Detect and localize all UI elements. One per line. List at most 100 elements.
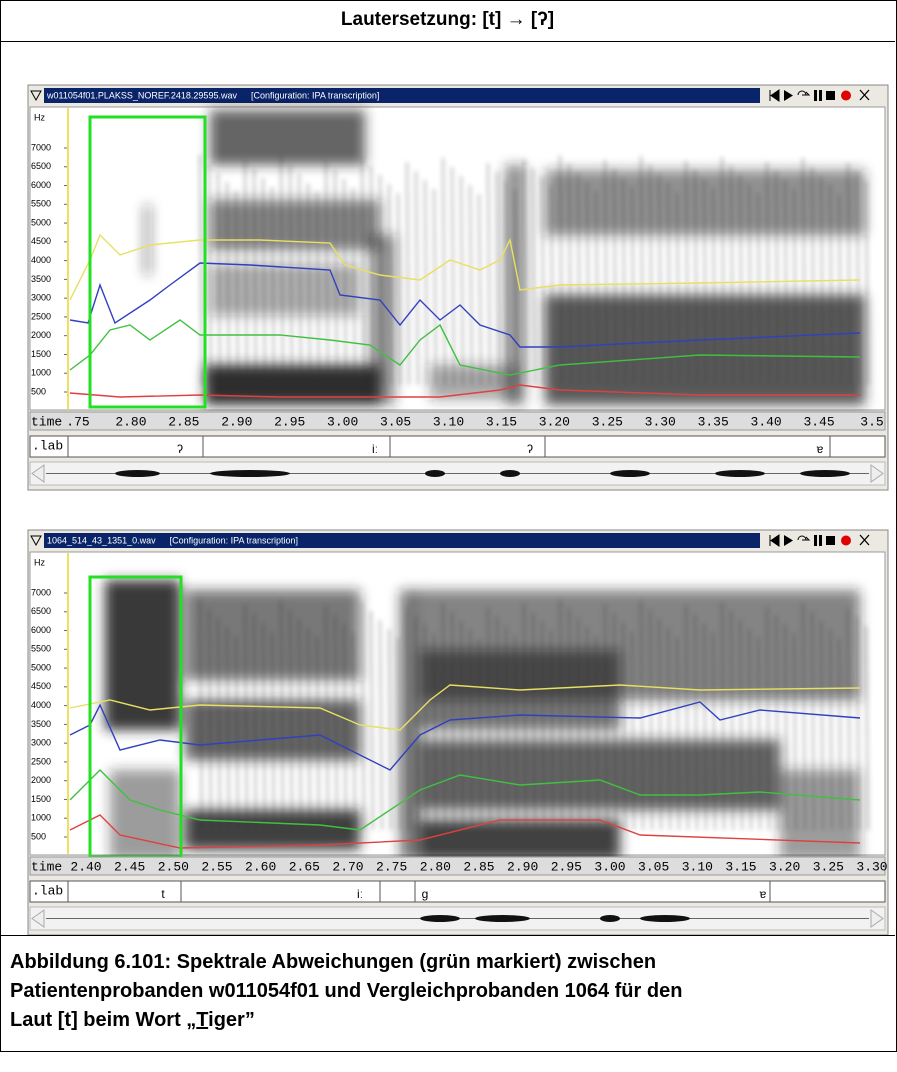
time-tick: 2.95 [274,414,305,429]
striation [721,156,725,386]
time-label: time [31,414,62,429]
striation [658,173,662,386]
time-tick: 2.90 [221,414,252,429]
configuration: [Configuration: IPA transcription] [251,90,379,100]
segment-label: iː [357,887,363,901]
striation [478,638,482,831]
striation [208,608,212,831]
striation [649,164,653,386]
y-label: 6500 [31,606,51,616]
control-rewind [769,89,780,102]
striation [316,191,320,386]
spectrogram-window: 1064_514_43_1351_0.wav [Configuration: IP… [27,529,889,936]
striation [748,183,752,386]
segment-label: ɐ [817,442,824,456]
y-label: 5500 [31,199,51,209]
configuration: [Configuration: IPA transcription] [170,535,298,545]
time-label: time [31,859,62,874]
collapse-icon [30,90,42,102]
striation [847,162,851,386]
striation [865,625,869,831]
striation [541,621,545,831]
striation [388,628,392,831]
axis-column [31,553,68,854]
striation [343,623,347,831]
striation [784,179,788,386]
time-tick: 3.00 [327,414,358,429]
striation [415,615,419,831]
striation [676,636,680,831]
y-label: 4000 [31,255,51,265]
formant-track [69,684,861,731]
time-axis [29,856,886,876]
striation [406,606,410,831]
striation [802,602,806,831]
striation [325,605,329,831]
striation [604,159,608,386]
striation [514,634,518,831]
waveform-burst [610,470,650,477]
striation [316,636,320,831]
waveform-burst [500,470,520,477]
striation [415,170,419,386]
tier-label: .lab [32,438,63,453]
caption-line: Laut [t] beim Wort „Tiger” [10,1006,682,1035]
y-label: 5000 [31,662,51,672]
striation [622,622,626,831]
caption-underlined: T [196,1009,209,1031]
striation [757,192,761,386]
caption: Abbildung 6.101: Spektrale Abweichungen … [10,948,682,1035]
striation [262,622,266,831]
time-tick: 2.80 [420,859,451,874]
striation [667,627,671,831]
y-label: 2500 [31,311,51,321]
y-label: 1000 [31,368,51,378]
striation [496,616,500,831]
striation [433,188,437,386]
striation [280,155,284,386]
spectral-energy [420,740,780,810]
time-tick: 3.40 [751,414,782,429]
striation [676,191,680,386]
striation [505,180,509,386]
time-tick: 3.30 [856,859,887,874]
striation [703,623,707,831]
striation [721,601,725,831]
caption-line: Abbildung 6.101: Spektrale Abweichungen … [10,951,657,973]
time-tick: .75 [66,414,89,429]
striation [226,626,230,831]
striation [856,171,860,386]
striation [325,160,329,386]
y-label: 3000 [31,738,51,748]
striation [838,193,842,386]
striation [739,619,743,831]
separator [0,935,895,936]
time-tick: 2.85 [168,414,199,429]
time-tick: 3.00 [594,859,625,874]
waveform-burst [420,915,460,922]
striation [685,605,689,831]
time-tick: 2.65 [289,859,320,874]
control-play [784,90,793,101]
striation [523,603,527,831]
striation [451,166,455,386]
striation [640,155,644,386]
spectral-energy [110,770,180,860]
highlight-box [88,115,207,409]
time-tick: 3.10 [682,859,713,874]
spectral-energy [420,820,620,860]
time-tick: 3.25 [592,414,623,429]
striation [505,625,509,831]
time-tick: 3.20 [769,859,800,874]
striation [217,617,221,831]
scroll-left [31,464,45,483]
striation [586,181,590,386]
spectral-energy [185,810,360,850]
scroll-right [870,464,884,483]
striation [379,619,383,831]
striation [235,635,239,831]
axis-column [31,108,68,409]
striation [262,177,266,386]
striation [307,182,311,386]
